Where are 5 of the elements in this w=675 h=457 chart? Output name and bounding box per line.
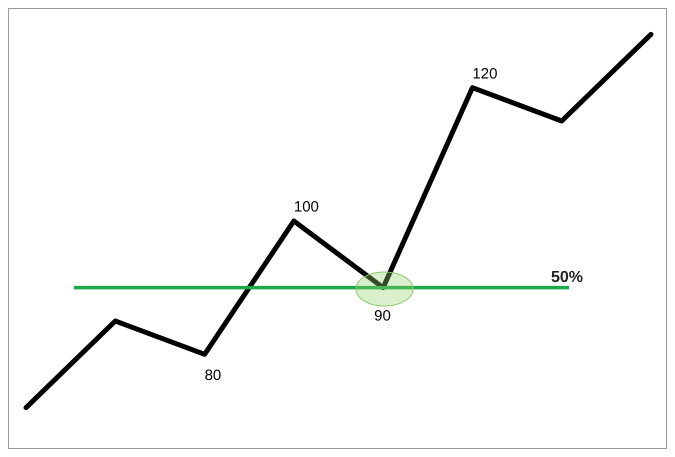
- data-label: 90: [374, 307, 391, 324]
- data-label: 120: [472, 65, 498, 82]
- data-label: 80: [204, 366, 222, 384]
- annotation: 50%: [551, 269, 584, 286]
- data-label: 100: [294, 198, 319, 216]
